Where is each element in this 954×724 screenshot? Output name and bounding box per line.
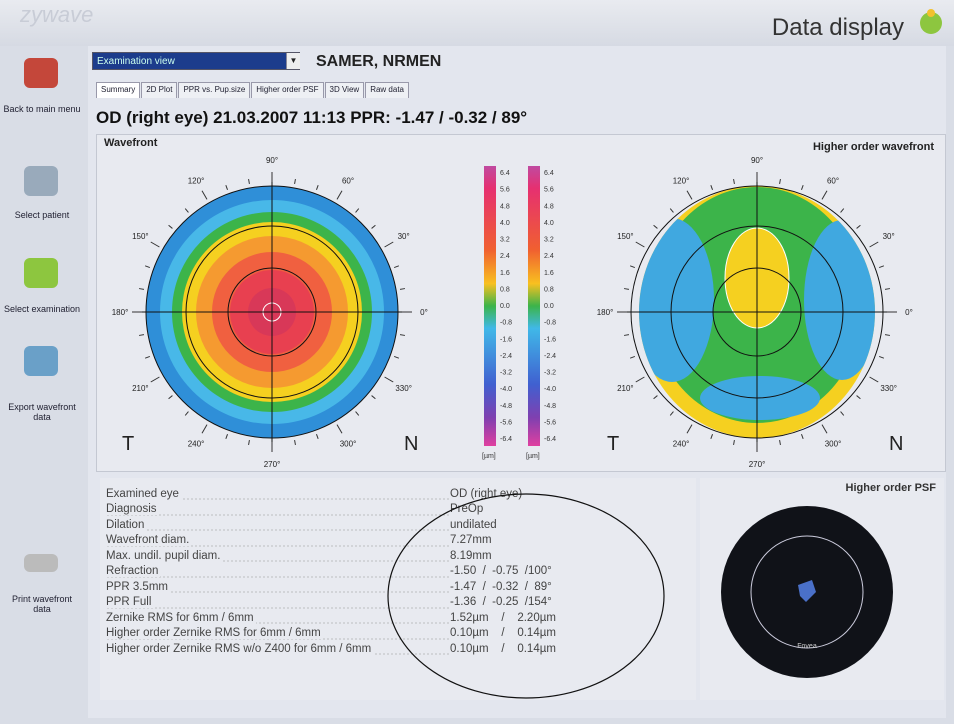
psf-panel: Higher order PSF [700, 478, 944, 700]
patient-name: SAMER, NRMEN [316, 53, 442, 70]
info-value: 0.10µm / 0.14µm [450, 642, 556, 655]
info-row: Diagnosis PreOp [106, 501, 556, 517]
info-key: Wavefront diam. [106, 534, 192, 547]
exam-icon[interactable] [24, 258, 58, 288]
patient-icon[interactable] [24, 166, 58, 196]
info-row: Refraction -1.50 / -0.75 /100° [106, 563, 556, 579]
info-key: Higher order Zernike RMS w/o Z400 for 6m… [106, 642, 374, 655]
tab[interactable]: Summary [96, 82, 141, 98]
info-value: 1.52µm / 2.20µm [450, 611, 556, 624]
info-key: PPR 3.5mm [106, 580, 170, 593]
sidebar: Back to main menu Select patient Select … [0, 46, 84, 724]
info-value: PreOp [450, 503, 484, 516]
info-key-cell: PPR Full [106, 594, 450, 610]
info-row: Dilation undilated [106, 517, 556, 533]
info-key-cell: PPR 3.5mm [106, 579, 450, 595]
info-row: Higher order Zernike RMS for 6mm / 6mm 0.… [106, 625, 556, 641]
info-key: PPR Full [106, 596, 154, 609]
info-value: 7.27mm [450, 534, 492, 547]
info-row: Wavefront diam. 7.27mm [106, 532, 556, 548]
psf-title: Higher order PSF [845, 482, 936, 494]
info-row: Zernike RMS for 6mm / 6mm 1.52µm / 2.20µm [106, 610, 556, 626]
info-value: 0.10µm / 0.14µm [450, 627, 556, 640]
tab[interactable]: Higher order PSF [251, 82, 324, 98]
tab-bar: Summary 2D Plot PPR vs. Pup.size Higher ord… [96, 82, 410, 98]
info-value: -1.50 / -0.75 /100° [450, 565, 552, 578]
info-key-cell: Zernike RMS for 6mm / 6mm [106, 610, 450, 626]
info-key-cell: Higher order Zernike RMS w/o Z400 for 6m… [106, 641, 450, 657]
info-key: Max. undil. pupil diam. [106, 549, 223, 562]
info-row: Max. undil. pupil diam. 8.19mm [106, 548, 556, 564]
info-key-cell: Max. undil. pupil diam. [106, 548, 450, 564]
exam-header: OD (right eye) 21.03.2007 11:13 PPR: -1.… [96, 108, 528, 127]
print-icon[interactable] [24, 554, 58, 572]
info-value: 8.19mm [450, 549, 492, 562]
home-icon[interactable] [24, 58, 58, 88]
info-key: Zernike RMS for 6mm / 6mm [106, 611, 256, 624]
info-table: Examined eye OD (right eye) Diagnosis PreOp… [106, 486, 556, 657]
info-value: undilated [450, 518, 497, 531]
info-value: -1.47 / -0.32 / 89° [450, 580, 552, 593]
info-value: OD (right eye) [450, 487, 523, 500]
info-key: Examined eye [106, 487, 181, 500]
info-key: Refraction [106, 565, 161, 578]
export-icon[interactable] [24, 346, 58, 376]
info-key: Higher order Zernike RMS for 6mm / 6mm [106, 627, 323, 640]
info-row: Examined eye OD (right eye) [106, 486, 556, 502]
side-button[interactable]: Select examination [3, 304, 81, 314]
side-button[interactable]: Export wavefront data [8, 402, 76, 422]
logo: zywave [20, 2, 94, 27]
info-panel: Examined eye OD (right eye) Diagnosis PreOp… [100, 478, 696, 700]
side-button[interactable]: Select patient [14, 210, 70, 220]
info-key-cell: Higher order Zernike RMS for 6mm / 6mm [106, 625, 450, 641]
info-key-cell: Examined eye [106, 486, 450, 502]
tab[interactable]: 2D Plot [141, 82, 178, 98]
info-row: Higher order Zernike RMS w/o Z400 for 6m… [106, 641, 556, 657]
info-key-cell: Diagnosis [106, 501, 450, 517]
tab[interactable]: 3D View [324, 82, 365, 98]
info-key: Diagnosis [106, 503, 159, 516]
info-value: -1.36 / -0.25 /154° [450, 596, 552, 609]
info-key-cell: Refraction [106, 563, 450, 579]
map-panel [96, 134, 946, 472]
info-row: PPR 3.5mm -1.47 / -0.32 / 89° [106, 579, 556, 595]
side-button[interactable]: Print wavefront data [11, 594, 73, 614]
puzzle-icon [920, 9, 942, 34]
side-button[interactable]: Back to main menu [3, 104, 81, 114]
info-key-cell: Dilation [106, 517, 450, 533]
tab[interactable]: PPR vs. Pup.size [178, 82, 251, 98]
info-key: Dilation [106, 518, 147, 531]
tab[interactable]: Raw data [365, 82, 409, 98]
info-row: PPR Full -1.36 / -0.25 /154° [106, 594, 556, 610]
view-select[interactable]: Examination view [92, 52, 300, 70]
select-arrow[interactable]: ▼ [286, 53, 300, 69]
title-bar: zywave Data display [0, 0, 954, 46]
window-title: Data display [771, 14, 904, 41]
info-key-cell: Wavefront diam. [106, 532, 450, 548]
